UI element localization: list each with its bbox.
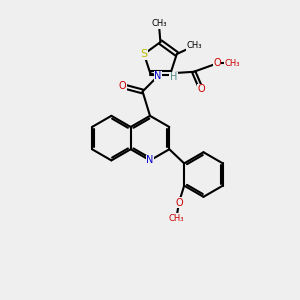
- Text: CH₃: CH₃: [187, 41, 203, 50]
- Text: O: O: [118, 81, 126, 91]
- Text: O: O: [175, 198, 183, 208]
- Text: CH₃: CH₃: [169, 214, 184, 223]
- Text: CH₃: CH₃: [225, 59, 240, 68]
- Text: N: N: [146, 155, 154, 165]
- Text: O: O: [213, 58, 221, 68]
- Text: O: O: [197, 84, 205, 94]
- Text: N: N: [154, 71, 162, 81]
- Text: H: H: [170, 73, 177, 82]
- Text: S: S: [140, 49, 148, 59]
- Text: CH₃: CH₃: [151, 19, 167, 28]
